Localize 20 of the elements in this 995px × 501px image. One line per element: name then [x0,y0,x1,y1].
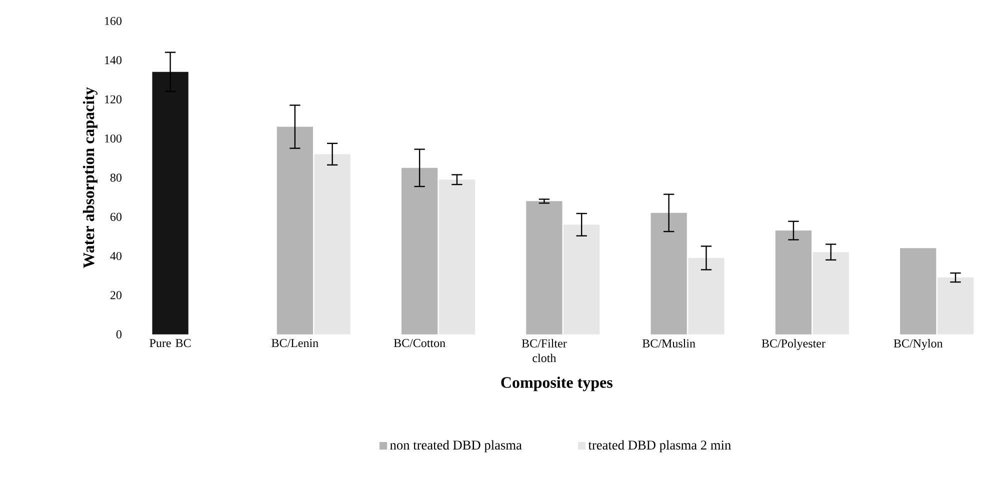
x-tick-label: BC/Filter cloth [522,339,567,362]
y-tick-label: 20 [110,291,122,300]
y-tick-label: 40 [110,252,122,260]
x-tick-label: BC/Cotton [394,339,446,348]
x-tick-label: BC/Polyester [762,339,826,350]
y-tick-label: 160 [105,16,122,26]
y-tick-label: 140 [105,56,122,64]
x-tick-label: BC/Lenin [272,339,318,348]
y-tick-label: 100 [105,134,122,143]
x-axis-title: Composite types [501,376,612,392]
x-tick-label: BC/Muslin [642,339,696,348]
y-tick-label: 120 [105,95,122,104]
x-tick-label: BC/Nylon [894,339,943,350]
y-axis-title: Water absorption capacity [82,87,98,268]
legend-label: treated DBD plasma 2 min [588,440,731,452]
y-tick-label: 60 [110,212,122,221]
y-tick-label: 80 [110,174,122,182]
x-tick-label: Pure BC [150,339,191,348]
legend-label: non treated DBD plasma [390,440,522,452]
y-tick-label: 0 [116,330,122,338]
